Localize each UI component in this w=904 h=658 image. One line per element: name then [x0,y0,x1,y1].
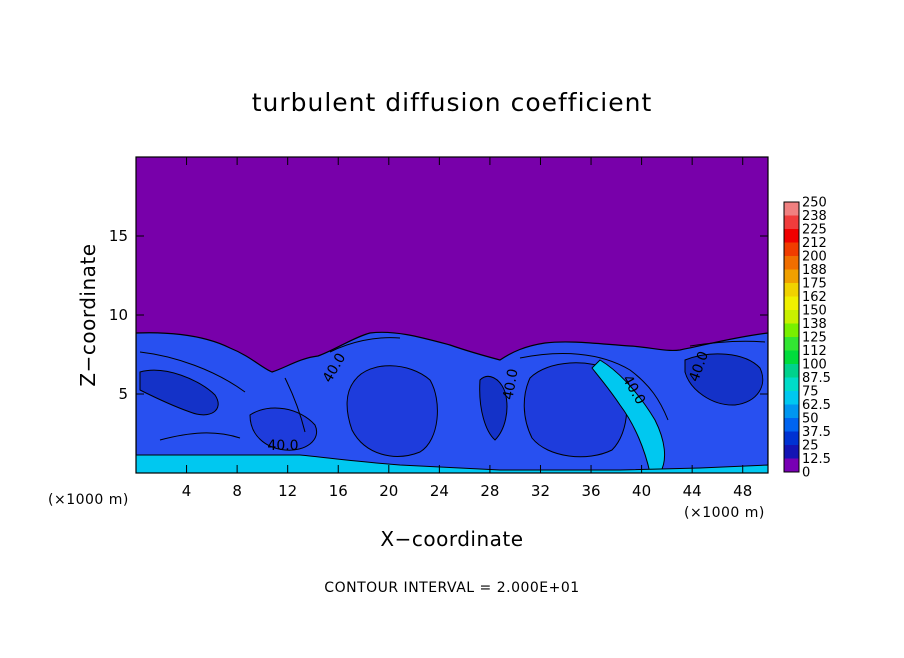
contour-region [346,365,438,457]
colorbar-swatch [784,296,799,311]
colorbar-swatch [784,350,799,365]
turbulent-region [136,332,768,473]
x-tick-label: 40 [632,482,651,500]
colorbar-label: 12.5 [802,452,831,467]
colorbar-label: 150 [802,304,827,319]
contour-region [591,359,666,473]
colorbar-label: 238 [802,209,827,224]
contour-region [684,353,764,406]
x-axis-label: X−coordinate [380,527,523,551]
contour-line [284,377,306,433]
colorbar-swatch [784,458,799,473]
colorbar-label: 37.5 [802,425,831,440]
contour-label: 40.0 [500,368,521,401]
colorbar-swatch [784,215,799,230]
x-tick-label: 8 [232,482,242,500]
contour-region [249,407,318,451]
colorbar-swatch [784,431,799,446]
y-tick-label: 10 [109,306,128,324]
colorbar-swatch [784,337,799,351]
colorbar-swatch [784,256,799,270]
x-axis: 4 8 12 16 20 24 28 32 36 40 44 48 [182,157,752,500]
contour-region [139,369,219,416]
colorbar-swatch [784,364,799,378]
x-tick-label: 36 [581,482,600,500]
x-tick-label: 16 [329,482,348,500]
y-tick-label: 15 [109,227,128,245]
contour-line [136,331,768,473]
colorbar-label: 212 [802,236,827,251]
contour-line [139,351,246,393]
x-tick-label: 32 [531,482,550,500]
colorbar-swatch [784,202,799,216]
colorbar-swatch [784,283,799,297]
colorbar-label: 175 [802,277,827,292]
contour-line [519,353,669,421]
y-axis-label: Z−coordinate [76,243,100,386]
colorbar-label: 75 [802,385,819,400]
colorbar-label: 125 [802,331,827,346]
x-unit-right: (×1000 m) [684,505,765,521]
contour-region [523,362,628,458]
colorbar-label: 87.5 [802,371,831,386]
x-tick-label: 20 [379,482,398,500]
colorbar-swatch [784,404,799,419]
colorbar-label: 50 [802,412,819,427]
colorbar-label: 225 [802,223,827,238]
x-tick-label: 24 [430,482,449,500]
colorbar-swatch [784,418,799,432]
contour-line [689,340,766,347]
x-tick-label: 12 [278,482,297,500]
contour-line [159,432,241,441]
colorbar-swatch [784,229,799,243]
colorbar-label: 162 [802,290,827,305]
colorbar-label: 25 [802,439,819,454]
colorbar-label: 0 [802,466,810,481]
colorbar-label: 62.5 [802,398,831,413]
plot-area: 40.040.0 40.0 40.040.0 [135,156,769,474]
chart-title: turbulent diffusion coefficient [252,88,653,117]
colorbar-swatch [784,445,799,459]
colorbar-swatch [784,269,799,284]
contour-region [136,454,768,473]
colorbar-swatch [784,242,799,257]
contour-label: 40.0 [267,438,298,454]
y-tick-label: 5 [118,385,128,403]
colorbar-label: 100 [802,358,827,373]
colorbar-swatch [784,310,799,324]
contour-region [479,376,508,441]
colorbar-swatch [784,391,799,405]
x-unit-left: (×1000 m) [48,492,129,508]
x-tick-label: 44 [683,482,702,500]
x-tick-label: 48 [733,482,752,500]
colorbar-label: 200 [802,250,827,265]
colorbar-label: 250 [802,196,827,211]
colorbar-label: 138 [802,317,827,332]
colorbar-label: 112 [802,344,827,359]
contour-interval-note: CONTOUR INTERVAL = 2.000E+01 [324,580,579,596]
x-tick-label: 4 [182,482,192,500]
colorbar-swatch [784,323,799,338]
x-tick-label: 28 [480,482,499,500]
turbulent-layer: 40.040.0 40.0 40.040.0 [136,331,768,473]
y-axis: 5 10 15 [109,227,768,403]
colorbar-label: 188 [802,263,827,278]
colorbar-swatch [784,377,799,392]
colorbar: 2502382252122001881751621501381251121008… [783,196,831,481]
contour-line [329,337,401,353]
colorbar-frame [783,201,800,473]
